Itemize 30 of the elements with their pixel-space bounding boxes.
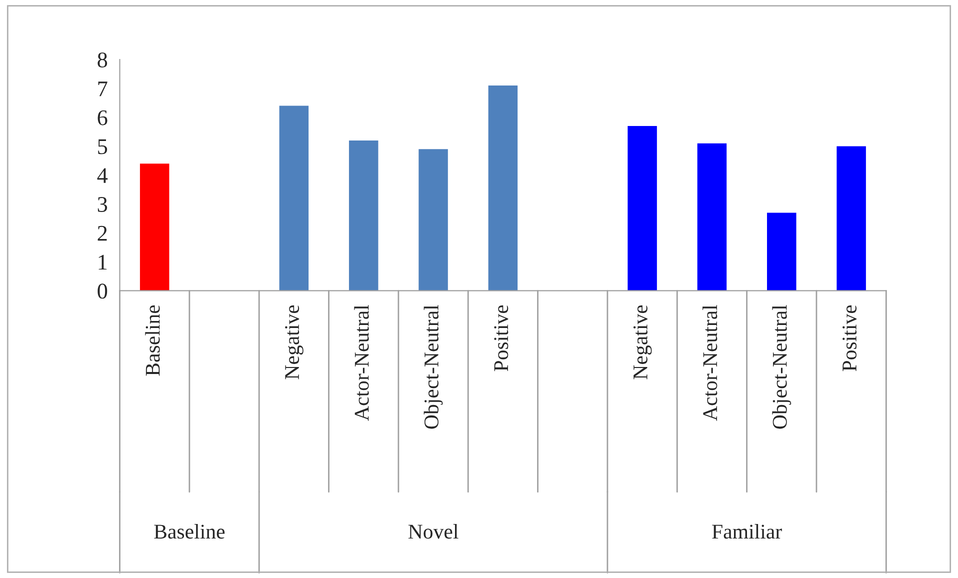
- y-tick-label: 6: [98, 110, 108, 126]
- bar: [697, 143, 727, 291]
- x-tick-label: Baseline: [145, 305, 160, 376]
- text: Familiar: [712, 524, 782, 539]
- x-tick-label: Positive: [842, 305, 857, 372]
- x-tick-label: Object-Neutral: [424, 305, 443, 429]
- bar: [140, 164, 170, 291]
- y-tick-label: 0: [98, 284, 108, 299]
- bar: [767, 212, 796, 291]
- text: Novel: [408, 524, 458, 539]
- y-tick-label: 5: [98, 139, 108, 154]
- text: Baseline: [154, 524, 225, 539]
- y-tick-label: 3: [98, 197, 108, 212]
- bar: [628, 126, 657, 291]
- x-tick-label: Positive: [494, 305, 508, 372]
- bar: [418, 149, 448, 291]
- bar: [348, 140, 378, 291]
- y-tick-label: 4: [97, 168, 108, 183]
- y-tick-label: 7: [98, 82, 108, 96]
- x-tick-label: Actor-Neutral: [354, 305, 369, 421]
- x-tick-label: Actor-Neutral: [702, 305, 718, 421]
- x-tick-label: Object-Neutral: [772, 305, 792, 429]
- bar: [279, 106, 309, 291]
- y-tick-label: 2: [98, 226, 107, 241]
- y-tick-label: 8: [98, 52, 108, 68]
- y-tick-label: 1: [98, 254, 107, 270]
- bar: [488, 86, 518, 291]
- x-tick-label: Negative: [633, 305, 652, 380]
- x-tick-label: Negative: [285, 305, 304, 380]
- bar: [836, 146, 866, 291]
